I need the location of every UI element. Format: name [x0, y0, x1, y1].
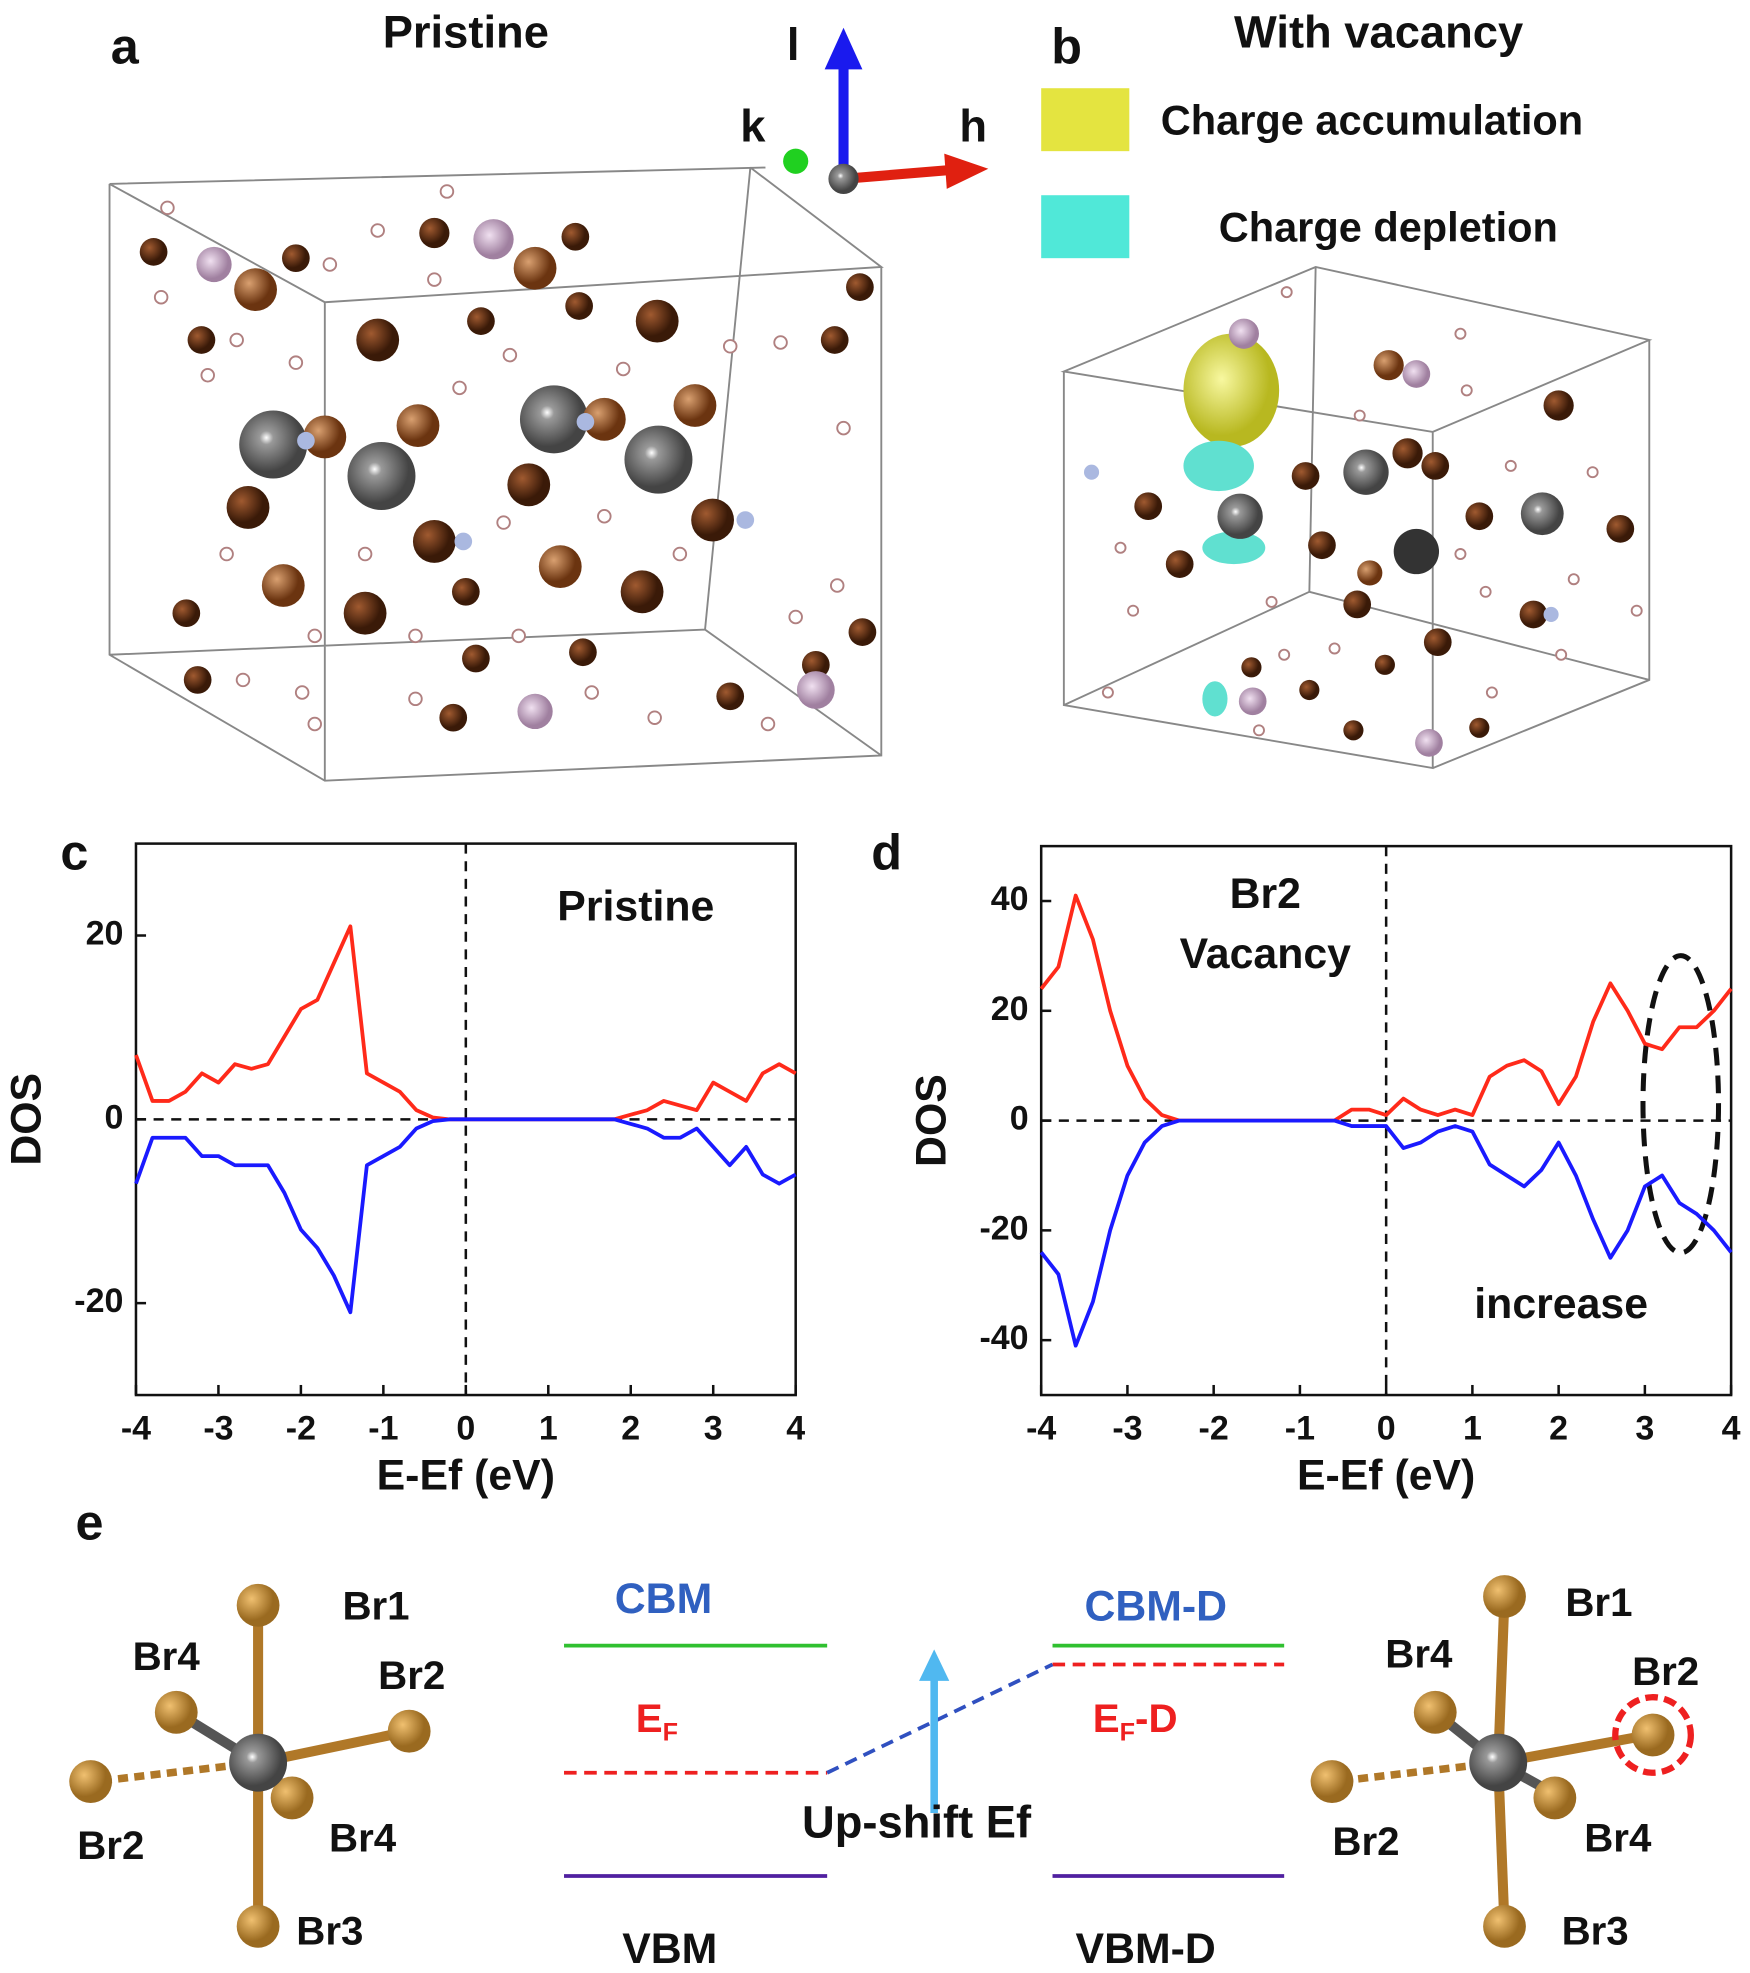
band-label: EF-D [1093, 1696, 1178, 1747]
x-tick-label: -2 [1199, 1409, 1229, 1447]
band-label: EF [636, 1696, 678, 1747]
label-sub: F [1120, 1718, 1135, 1746]
y-tick-label: 40 [991, 880, 1029, 918]
atom-label: Br3 [296, 1909, 363, 1954]
panel-label: e [76, 1493, 104, 1550]
structure-a [108, 166, 884, 782]
legend-swatch [1041, 88, 1130, 152]
x-tick-label: -2 [286, 1409, 316, 1447]
atom-label: Br1 [1565, 1580, 1632, 1625]
atom-label: Br4 [1385, 1632, 1453, 1677]
x-tick-label: 2 [1549, 1409, 1568, 1447]
shift-label: Up-shift Ef [802, 1797, 1032, 1848]
x-tick-label: 1 [1463, 1409, 1482, 1447]
atom-label: Br2 [378, 1653, 445, 1698]
legend-label: Charge depletion [1219, 203, 1558, 250]
label-suffix: -D [1135, 1696, 1178, 1741]
label-main: E [636, 1696, 663, 1741]
x-axis-title: E-Ef (eV) [1297, 1451, 1475, 1499]
y-tick-label: 20 [991, 990, 1029, 1028]
y-axis-title: DOS [907, 1074, 955, 1167]
axis-label: h [959, 101, 987, 152]
x-tick-label: -3 [203, 1409, 233, 1447]
x-tick-label: 2 [621, 1409, 640, 1447]
y-tick-label: -20 [979, 1209, 1028, 1247]
panel-label: a [111, 18, 140, 75]
annotation: Vacancy [1180, 930, 1352, 978]
panel-label: c [60, 823, 88, 880]
x-tick-label: 1 [539, 1409, 558, 1447]
atom-label: Br2 [77, 1823, 144, 1868]
legend-label: Charge accumulation [1161, 96, 1583, 143]
x-tick-label: 4 [786, 1409, 805, 1447]
molecule-left [69, 1583, 431, 1948]
axis-triad [783, 27, 989, 194]
atom-label: Br2 [1332, 1819, 1399, 1864]
x-axis-title: E-Ef (eV) [377, 1451, 555, 1499]
x-tick-label: -1 [1285, 1409, 1315, 1447]
dos-line [1039, 1118, 1733, 1348]
dos-line [134, 1117, 797, 1315]
x-tick-label: 4 [1722, 1409, 1741, 1447]
annotation: Br2 [1230, 870, 1301, 918]
y-axis-title: DOS [2, 1073, 50, 1166]
annotation: increase [1474, 1280, 1648, 1328]
label-sub: F [663, 1718, 678, 1746]
x-tick-label: -3 [1112, 1409, 1142, 1447]
panel-title: Pristine [383, 6, 549, 57]
band-label: CBM-D [1084, 1582, 1227, 1630]
atom-label: Br4 [329, 1815, 397, 1860]
x-tick-label: 3 [1635, 1409, 1654, 1447]
y-tick-label: -20 [74, 1282, 123, 1320]
atom-label: Br1 [342, 1584, 409, 1629]
x-tick-label: 0 [1377, 1409, 1396, 1447]
atom-label: Br2 [1632, 1649, 1699, 1694]
axis-label: l [787, 19, 800, 70]
x-tick-label: -1 [368, 1409, 398, 1447]
y-tick-label: 0 [104, 1098, 123, 1136]
legend-swatch [1041, 195, 1130, 259]
atom-label: Br4 [133, 1634, 201, 1679]
dos-line [1039, 893, 1733, 1123]
x-tick-label: -4 [1026, 1409, 1056, 1447]
y-tick-label: 0 [1010, 1100, 1029, 1138]
x-tick-label: 3 [704, 1409, 723, 1447]
atom-label: Br3 [1562, 1909, 1629, 1954]
panel-title: With vacancy [1234, 6, 1523, 57]
x-tick-label: 0 [456, 1409, 475, 1447]
atom-label: Br4 [1584, 1815, 1652, 1860]
y-tick-label: -40 [979, 1319, 1028, 1357]
axis-label: k [740, 101, 766, 152]
y-tick-label: 20 [86, 914, 124, 952]
x-tick-label: -4 [121, 1409, 151, 1447]
panel-label: b [1051, 18, 1082, 75]
structure-b [1060, 265, 1653, 770]
molecule-right [1310, 1575, 1694, 1948]
band-label: VBM [622, 1925, 717, 1973]
band-label: CBM [615, 1575, 712, 1623]
panel-label: d [871, 823, 902, 880]
label-main: E [1093, 1696, 1120, 1741]
band-diagram [564, 1643, 1285, 1878]
annotation: Pristine [557, 882, 714, 930]
band-label: VBM-D [1076, 1925, 1216, 1973]
highlight-ellipse [1640, 953, 1722, 1256]
